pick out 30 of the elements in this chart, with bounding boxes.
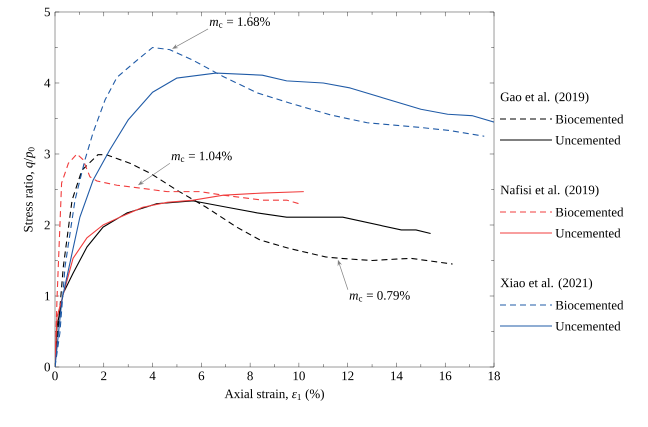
legend-label: Biocemented (556, 114, 624, 124)
text: Xiao et al. (2021) (500, 278, 592, 290)
annotation: m$_{c}$ = 1.04% (172, 152, 232, 162)
x-tick-label: 12 (342, 372, 354, 380)
y-tick-label: 5 (44, 8, 50, 16)
legend-label: Uncemented (555, 321, 620, 331)
y-tick-label: 2 (44, 220, 50, 230)
x-tick-label: 0 (52, 372, 58, 380)
annotation: m$_{c}$ = 1.68% (210, 17, 270, 28)
y-tick-label: 3 (44, 150, 50, 158)
y-tick-label: 0 (44, 362, 50, 372)
legend-label: Uncemented (555, 228, 620, 238)
x-tick-label: 14 (391, 372, 403, 380)
x-axis-title: Axial strain, ε$_{1}$ (%) (224, 389, 324, 401)
x-tick-label: 18 (488, 372, 500, 380)
x-tick-label: 2 (101, 372, 106, 380)
annotation: m$_{c}$ = 0.79% (350, 290, 410, 302)
x-tick-label: 8 (247, 372, 253, 380)
legend-label: Uncemented (555, 135, 620, 145)
legend-label: Biocemented (556, 300, 624, 310)
x-tick-label: 10 (294, 372, 305, 380)
y-axis-title: Stress ratio, q/p$_{0}$ (24, 147, 36, 232)
text: Gao et al. (2019) (500, 92, 588, 104)
x-tick-label: 4 (150, 372, 156, 380)
text: Nafisi et al. (2019) (500, 185, 599, 197)
x-tick-label: 16 (440, 372, 452, 380)
y-tick-label: 4 (44, 78, 50, 88)
y-tick-label: 1 (45, 292, 50, 300)
x-tick-label: 6 (198, 372, 204, 380)
legend-label: Biocemented (556, 207, 624, 217)
